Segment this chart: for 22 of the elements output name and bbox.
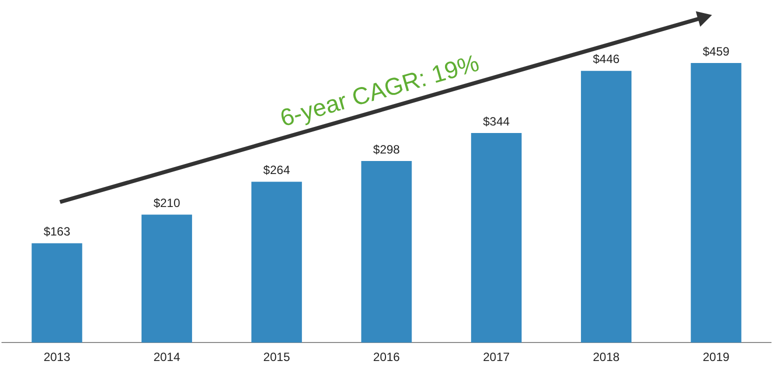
bar [471, 133, 522, 343]
x-tick-label: 2016 [373, 350, 400, 364]
bar [361, 161, 412, 343]
x-tick-label: 2015 [263, 350, 290, 364]
bar [142, 214, 192, 343]
x-tick-label: 2014 [153, 350, 180, 364]
annotation: 6-year CAGR: 19% [277, 50, 482, 132]
bar [690, 62, 742, 343]
data-label: $344 [483, 114, 510, 128]
data-label: $459 [702, 44, 730, 58]
bar [251, 182, 302, 343]
x-tick-label: 2013 [44, 350, 71, 364]
x-tick-label: 2017 [483, 350, 510, 364]
x-tick-label: 2018 [592, 350, 620, 364]
bar [580, 70, 632, 343]
bar [32, 243, 82, 343]
x-tick-label: 2019 [702, 350, 730, 364]
data-label: $163 [44, 224, 71, 239]
data-label: $446 [592, 52, 620, 66]
data-label: $210 [153, 196, 180, 210]
data-label: $264 [263, 163, 290, 178]
data-label: $298 [373, 142, 400, 156]
